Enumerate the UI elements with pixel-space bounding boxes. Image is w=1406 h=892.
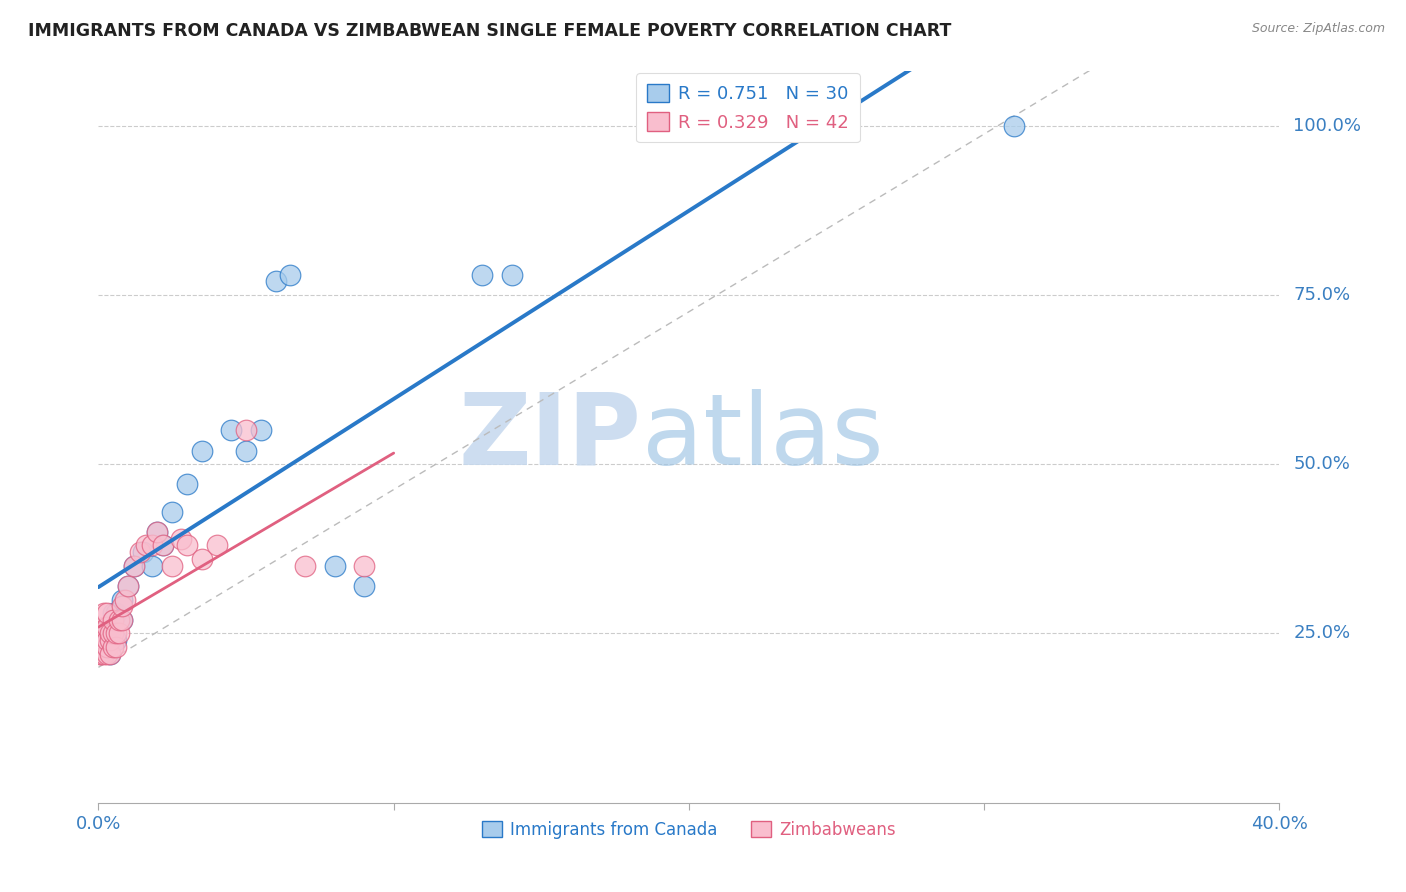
Point bbox=[103, 613, 125, 627]
Point bbox=[98, 626, 121, 640]
Point bbox=[111, 599, 134, 614]
Point bbox=[108, 613, 131, 627]
Point bbox=[96, 606, 118, 620]
Point bbox=[103, 613, 125, 627]
Point bbox=[294, 558, 316, 573]
Point bbox=[280, 268, 302, 282]
Point bbox=[105, 640, 128, 654]
Point bbox=[235, 443, 257, 458]
Point bbox=[176, 477, 198, 491]
Text: 25.0%: 25.0% bbox=[1294, 624, 1351, 642]
Point bbox=[353, 579, 375, 593]
Text: 100.0%: 100.0% bbox=[1294, 117, 1361, 135]
Point bbox=[170, 532, 193, 546]
Point bbox=[111, 592, 134, 607]
Point bbox=[191, 552, 214, 566]
Point bbox=[105, 633, 128, 648]
Point bbox=[90, 640, 112, 654]
Point bbox=[93, 606, 115, 620]
Point bbox=[96, 647, 118, 661]
Point bbox=[205, 538, 228, 552]
Point bbox=[471, 268, 494, 282]
Point bbox=[221, 423, 243, 437]
Point bbox=[235, 423, 257, 437]
Point bbox=[93, 640, 115, 654]
Point bbox=[117, 579, 139, 593]
Point bbox=[162, 505, 183, 519]
Text: 75.0%: 75.0% bbox=[1294, 285, 1351, 304]
Point bbox=[93, 620, 115, 634]
Point bbox=[105, 626, 128, 640]
Point bbox=[90, 647, 112, 661]
Point bbox=[98, 647, 121, 661]
Point bbox=[152, 538, 174, 552]
Point bbox=[122, 558, 145, 573]
Point bbox=[796, 119, 818, 133]
Point bbox=[103, 640, 125, 654]
Point bbox=[103, 626, 125, 640]
Point bbox=[111, 613, 134, 627]
Point bbox=[141, 558, 163, 573]
Point bbox=[152, 538, 174, 552]
Point bbox=[90, 626, 112, 640]
Point bbox=[132, 545, 155, 559]
Point bbox=[146, 524, 169, 539]
Point bbox=[98, 647, 121, 661]
Point bbox=[96, 626, 118, 640]
Text: atlas: atlas bbox=[641, 389, 883, 485]
Point bbox=[96, 640, 118, 654]
Point bbox=[105, 606, 128, 620]
Point bbox=[323, 558, 346, 573]
Point bbox=[103, 606, 125, 620]
Point bbox=[264, 274, 287, 288]
Point bbox=[146, 524, 169, 539]
Point bbox=[117, 579, 139, 593]
Text: ZIP: ZIP bbox=[458, 389, 641, 485]
Point bbox=[98, 633, 121, 648]
Point bbox=[93, 633, 115, 648]
Point bbox=[114, 592, 136, 607]
Point bbox=[89, 647, 111, 661]
Point bbox=[176, 538, 198, 552]
Point bbox=[162, 558, 183, 573]
Point bbox=[90, 633, 112, 648]
Point bbox=[1002, 119, 1025, 133]
Point bbox=[111, 613, 134, 627]
Point bbox=[122, 558, 145, 573]
Point bbox=[141, 538, 163, 552]
Text: 50.0%: 50.0% bbox=[1294, 455, 1350, 473]
Point bbox=[93, 647, 115, 661]
Point bbox=[250, 423, 273, 437]
Legend: Immigrants from Canada, Zimbabweans: Immigrants from Canada, Zimbabweans bbox=[475, 814, 903, 846]
Point bbox=[96, 633, 118, 648]
Text: IMMIGRANTS FROM CANADA VS ZIMBABWEAN SINGLE FEMALE POVERTY CORRELATION CHART: IMMIGRANTS FROM CANADA VS ZIMBABWEAN SIN… bbox=[28, 22, 952, 40]
Point bbox=[128, 545, 150, 559]
Point bbox=[108, 626, 131, 640]
Text: Source: ZipAtlas.com: Source: ZipAtlas.com bbox=[1251, 22, 1385, 36]
Point bbox=[501, 268, 523, 282]
Point bbox=[96, 620, 118, 634]
Point bbox=[353, 558, 375, 573]
Point bbox=[191, 443, 214, 458]
Point bbox=[135, 538, 157, 552]
Point bbox=[737, 119, 759, 133]
